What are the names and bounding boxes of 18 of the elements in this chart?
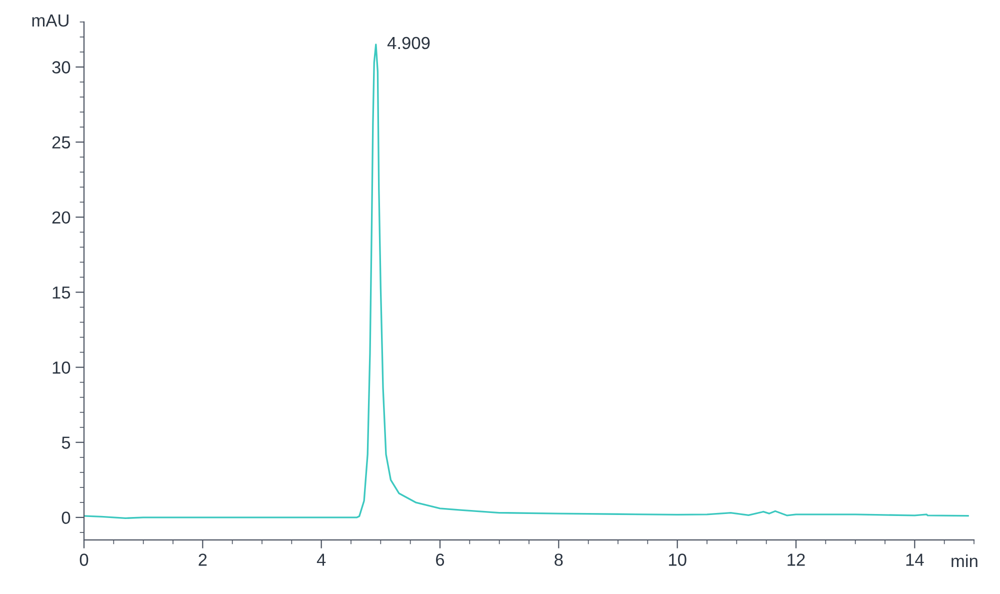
x-axis-title: min (952, 554, 978, 568)
x-tick-label: 6 (436, 554, 444, 566)
y-tick-label: 25 (52, 136, 70, 149)
y-tick-label: 15 (52, 286, 70, 299)
x-tick-label: 12 (788, 554, 805, 566)
x-tick-label: 10 (669, 554, 686, 566)
y-tick-label: 5 (62, 436, 70, 449)
x-tick-label: 0 (80, 554, 88, 566)
x-tick-label: 4 (316, 554, 326, 566)
x-tick-label: 8 (554, 554, 563, 566)
y-tick-label: 20 (52, 211, 70, 224)
y-tick-label: 30 (52, 61, 70, 74)
y-axis-title: mAU (32, 14, 68, 27)
x-tick-label: 14 (906, 554, 924, 566)
annotation: 4.909 (387, 36, 430, 50)
x-tick-label: 2 (198, 554, 207, 566)
y-tick-label: 0 (62, 512, 70, 524)
y-tick-label: 10 (52, 361, 70, 374)
